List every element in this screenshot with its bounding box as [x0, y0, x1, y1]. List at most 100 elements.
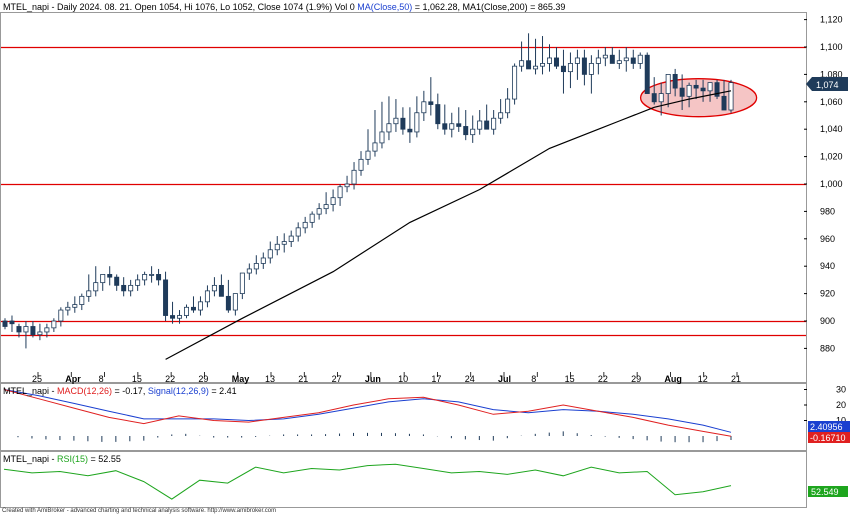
candle-body	[540, 63, 546, 67]
candle-body	[309, 213, 315, 223]
candle-body	[184, 306, 189, 316]
candle-body	[72, 304, 78, 308]
candle-body	[9, 320, 15, 325]
rsi-line	[3, 463, 732, 500]
price-y-tick-label: 1,020	[820, 152, 843, 162]
candle-body	[149, 274, 155, 276]
title-part: RSI(15)	[57, 454, 88, 464]
candle-body	[177, 315, 183, 319]
candle-body	[135, 279, 141, 286]
price-x-tick-label: May	[232, 374, 250, 384]
price-y-tick-label: 980	[820, 206, 835, 216]
candle-body	[330, 197, 336, 205]
candle-body	[658, 93, 664, 103]
footer-credit: Created with AmiBroker - advanced charti…	[2, 508, 277, 514]
candle-body	[218, 284, 224, 297]
signal-line	[3, 389, 732, 433]
price-x-tick-label: 29	[198, 374, 208, 384]
price-y-tick-label: 1,080	[820, 69, 843, 79]
candle-body	[204, 290, 210, 303]
candle-body	[44, 327, 50, 333]
horizontal-levels	[1, 46, 806, 337]
candle-body	[351, 169, 357, 185]
price-x-tick-label: 25	[32, 374, 42, 384]
candle-body	[358, 158, 364, 171]
price-x-tick-label: 10	[398, 374, 408, 384]
candle-body	[463, 126, 469, 136]
candle-body	[644, 54, 650, 94]
candle-body	[547, 57, 552, 64]
rsi-panel-frame	[0, 451, 807, 508]
candle-body	[337, 186, 343, 199]
title-part: = 2.41	[209, 386, 237, 396]
candle-body	[190, 306, 196, 311]
candle-body	[316, 208, 322, 215]
candle-body	[442, 123, 448, 130]
candle-body	[372, 142, 378, 152]
candle-body	[344, 183, 350, 188]
price-panel-title: MTEL_napi - Daily 2024. 08. 21. Open 105…	[3, 2, 565, 12]
candle-body	[51, 320, 57, 329]
candle-body	[679, 87, 685, 97]
macd-line	[3, 389, 732, 437]
signal-value-label: 2.40956	[810, 422, 843, 432]
candle-body	[616, 60, 622, 64]
price-x-tick-label: 12	[698, 374, 708, 384]
candle-body	[274, 243, 280, 251]
price-y-tick-label: 940	[820, 261, 835, 271]
candle-body	[665, 74, 671, 94]
candle-body	[365, 150, 371, 160]
price-y-tick-label: 1,120	[820, 15, 843, 25]
candle-body	[672, 74, 678, 89]
price-x-tick-label: Aug	[664, 374, 682, 384]
candle-body	[623, 57, 629, 62]
price-x-tick-label: 15	[565, 374, 575, 384]
price-y-tick-label: 960	[820, 234, 835, 244]
candle-body	[721, 95, 727, 111]
title-part: MTEL_napi - Daily 2024. 08. 21. Open 105…	[3, 2, 357, 12]
candle-body	[588, 63, 594, 75]
price-y-tick-label: 1,100	[820, 42, 843, 52]
candle-body	[2, 320, 8, 327]
candle-body	[421, 101, 427, 114]
title-part: MTEL_napi -	[3, 454, 57, 464]
candle-body	[281, 241, 287, 245]
title-part: = -0.17,	[112, 386, 148, 396]
price-x-tick-label: Jun	[365, 374, 381, 384]
price-x-tick-label: 29	[631, 374, 641, 384]
rsi-plot	[3, 463, 732, 500]
candle-body	[477, 120, 483, 130]
candle-body	[693, 84, 699, 89]
macd-y-tick-label: 20	[836, 400, 846, 410]
candle-body	[707, 82, 713, 92]
candle-body	[602, 54, 608, 59]
title-part: MTEL_napi -	[3, 386, 57, 396]
candle-body	[686, 84, 692, 97]
candle-body	[553, 57, 559, 67]
candle-body	[170, 315, 176, 319]
macd-histogram	[17, 431, 732, 443]
candle-body	[574, 57, 580, 64]
candle-body	[519, 60, 525, 67]
candle-body	[302, 221, 308, 229]
macd-y-tick-label: 30	[836, 385, 846, 395]
candle-body	[197, 301, 203, 311]
candle-body	[37, 331, 43, 336]
candle-body	[93, 282, 99, 292]
price-x-tick-label: 15	[132, 374, 142, 384]
candle-body	[156, 274, 162, 281]
ma200-line	[165, 90, 732, 360]
price-y-tick-label: 880	[820, 343, 835, 353]
price-x-tick-label: 21	[731, 374, 741, 384]
price-x-tick-label: 24	[465, 374, 475, 384]
candle-body	[470, 128, 476, 136]
candle-body	[114, 276, 120, 286]
candle-body	[30, 326, 36, 336]
candle-body	[16, 326, 22, 333]
price-y-tick-label: 900	[820, 316, 835, 326]
candle-body	[239, 272, 245, 294]
candle-body	[260, 257, 266, 264]
title-part: = 52.55	[88, 454, 121, 464]
candle-body	[533, 65, 539, 70]
